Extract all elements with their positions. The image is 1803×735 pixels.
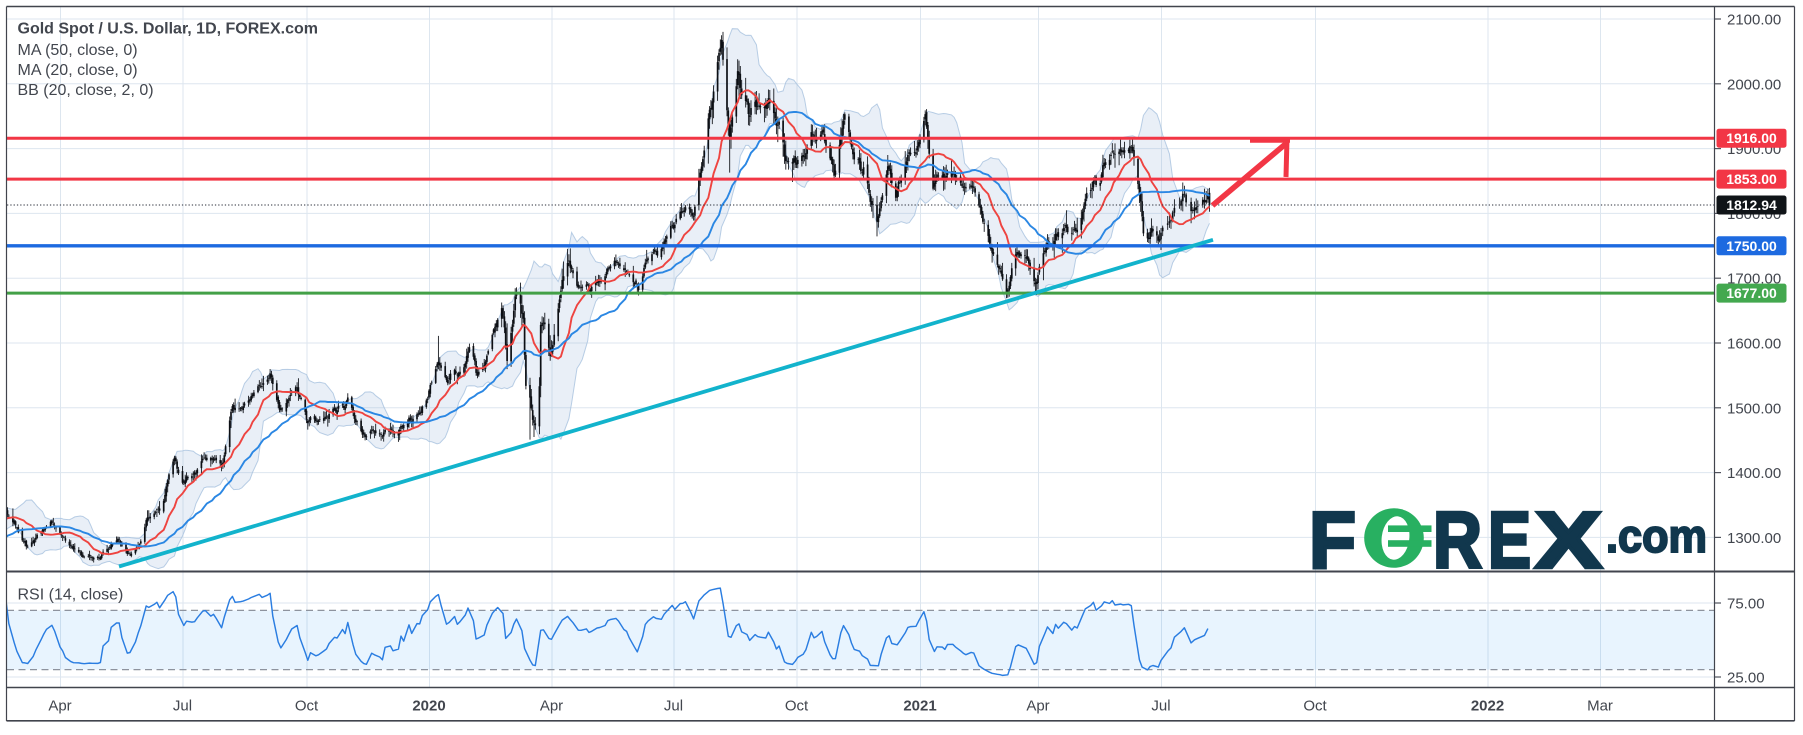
svg-text:1812.94: 1812.94 (1726, 197, 1777, 213)
svg-text:2020: 2020 (412, 698, 445, 715)
svg-text:25.00: 25.00 (1727, 670, 1765, 687)
svg-text:1700.00: 1700.00 (1727, 271, 1781, 288)
svg-text:2000.00: 2000.00 (1727, 76, 1781, 93)
svg-text:1677.00: 1677.00 (1726, 285, 1777, 301)
svg-text:Oct: Oct (785, 698, 809, 715)
svg-text:1300.00: 1300.00 (1727, 530, 1781, 547)
svg-text:2100.00: 2100.00 (1727, 12, 1781, 29)
svg-text:Mar: Mar (1587, 698, 1613, 715)
svg-text:1500.00: 1500.00 (1727, 400, 1781, 417)
svg-text:Gold Spot / U.S. Dollar, 1D, F: Gold Spot / U.S. Dollar, 1D, FOREX.com (18, 21, 318, 38)
svg-text:2022: 2022 (1471, 698, 1504, 715)
svg-text:Apr: Apr (1026, 698, 1049, 715)
svg-text:Oct: Oct (1303, 698, 1327, 715)
svg-text:.com: .com (1606, 510, 1707, 562)
svg-text:1400.00: 1400.00 (1727, 465, 1781, 482)
svg-text:Oct: Oct (295, 698, 319, 715)
svg-text:MA (50, close, 0): MA (50, close, 0) (18, 42, 138, 59)
svg-text:1853.00: 1853.00 (1726, 171, 1777, 187)
svg-text:75.00: 75.00 (1727, 596, 1765, 613)
svg-text:1600.00: 1600.00 (1727, 336, 1781, 353)
svg-text:RSI (14, close): RSI (14, close) (18, 587, 124, 604)
svg-text:BB (20, close, 2, 0): BB (20, close, 2, 0) (18, 82, 154, 99)
svg-text:Apr: Apr (48, 698, 71, 715)
svg-text:Jul: Jul (173, 698, 192, 715)
svg-text:Jul: Jul (1151, 698, 1170, 715)
svg-text:Jul: Jul (664, 698, 683, 715)
svg-text:MA (20, close, 0): MA (20, close, 0) (18, 62, 138, 79)
svg-text:1916.00: 1916.00 (1726, 130, 1777, 146)
svg-text:2021: 2021 (903, 698, 936, 715)
svg-text:1750.00: 1750.00 (1726, 238, 1777, 254)
svg-text:Apr: Apr (540, 698, 563, 715)
